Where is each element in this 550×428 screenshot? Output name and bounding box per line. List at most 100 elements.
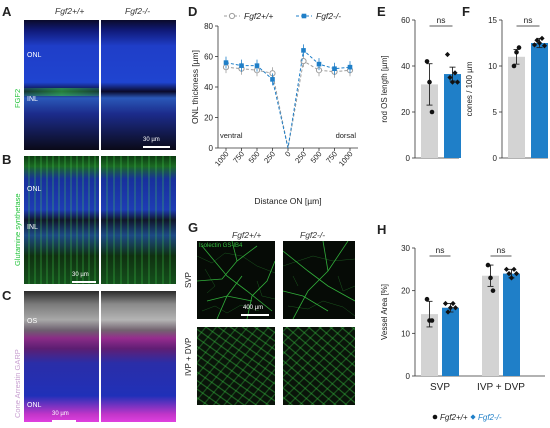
layer-label-inl-b: INL	[27, 224, 38, 231]
category-label: SVP	[430, 382, 450, 393]
data-point	[270, 77, 275, 82]
data-point	[239, 63, 244, 68]
y-axis-label: rod OS length [µm]	[380, 55, 389, 122]
panel-letter-d: D	[188, 4, 198, 19]
scale-bar-g	[241, 314, 269, 316]
replicate-point	[424, 296, 430, 302]
bar	[508, 56, 525, 158]
replicate-point	[454, 79, 461, 85]
x-tick-label: 250	[262, 150, 277, 165]
x-tick-label: 500	[309, 150, 324, 165]
replicate-point	[536, 40, 543, 46]
replicate-point	[450, 300, 456, 307]
deep-plexus-mesh	[283, 327, 355, 405]
data-point	[316, 61, 322, 67]
bar	[421, 314, 438, 376]
chart-f: 0 5 10 15 cones / 100 µm ns	[465, 15, 548, 163]
y-tick-label: 30	[401, 244, 410, 253]
replicate-point	[452, 70, 458, 76]
row-label-svp: SVP	[184, 271, 193, 288]
replicate-point	[511, 63, 517, 69]
replicate-point	[447, 305, 454, 311]
x-tick-label: 250	[293, 150, 308, 165]
panel-letter-g: G	[188, 220, 199, 235]
micrograph-a-wt	[24, 20, 99, 150]
y-tick-label: 60	[204, 53, 213, 62]
data-point	[301, 48, 306, 53]
layer-label-onl-b: ONL	[27, 186, 42, 193]
replicate-point	[452, 305, 459, 311]
replicate-point	[531, 42, 538, 48]
x-tick-label: 1000	[213, 150, 231, 169]
replicate-point	[541, 43, 548, 49]
vessel-network	[283, 241, 355, 319]
bar	[442, 307, 459, 376]
layer-label-os-c: OS	[27, 318, 38, 325]
genotype-label-ko-g: Fgf2-/-	[300, 230, 326, 240]
scale-bar-text-c: 30 µm	[52, 411, 69, 417]
y-tick-label: 10	[488, 62, 497, 71]
flatmount-deep-ko	[283, 327, 355, 405]
legend-label-wt: Fgf2+/+	[440, 413, 468, 422]
category-label: IVP + DVP	[477, 382, 525, 393]
y-axis-label: cones / 100 µm	[465, 61, 474, 116]
legend-label-ko: Fgf2-/-	[478, 413, 502, 422]
replicate-point	[534, 37, 540, 43]
legend-marker-ko	[470, 414, 476, 420]
replicate-point	[449, 79, 456, 85]
legend-marker-wt	[432, 414, 438, 420]
replicate-point	[485, 262, 491, 268]
data-point	[347, 64, 353, 70]
stain-label-isolectin: Isolectin GS-IB4	[199, 243, 243, 249]
bar	[503, 273, 520, 376]
panel-letter-h: H	[377, 222, 387, 237]
data-point	[332, 66, 337, 71]
flatmount-deep-wt	[197, 327, 275, 405]
flatmount-svp-wt: Isolectin GS-IB4 400 µm	[197, 241, 275, 319]
x-axis-label: Distance ON [µm]	[254, 196, 321, 206]
replicate-point	[424, 59, 430, 64]
y-tick-label: 40	[204, 83, 213, 92]
scale-bar-c	[52, 420, 76, 422]
scale-bar-text-a: 30 µm	[143, 137, 160, 143]
replicate-point	[488, 275, 493, 281]
y-tick-label: 20	[204, 114, 213, 123]
y-tick-label: 15	[488, 16, 497, 25]
panel-letter-f: F	[462, 4, 470, 19]
panel-letter-e: E	[377, 4, 386, 19]
series-line	[225, 60, 351, 149]
y-tick-label: 5	[493, 108, 498, 117]
replicate-point	[442, 300, 449, 307]
region-label-ventral: ventral	[220, 131, 243, 140]
replicate-point	[447, 74, 453, 81]
replicate-point	[444, 51, 451, 58]
micrograph-b-wt	[24, 156, 99, 284]
stain-label-fgf2: FGF2	[13, 88, 22, 108]
panel-letter-b: B	[2, 152, 12, 167]
muller-fibers	[24, 156, 99, 284]
replicate-point	[427, 79, 432, 85]
genotype-label-wt: Fgf2+/+	[55, 6, 85, 16]
replicate-point	[429, 318, 435, 323]
micrograph-a-ko	[101, 20, 176, 150]
y-tick-label: 40	[401, 62, 410, 71]
replicate-point	[429, 109, 435, 115]
y-tick-label: 0	[406, 154, 411, 163]
replicate-point	[490, 288, 496, 293]
layer-label-inl-a: INL	[27, 96, 38, 103]
row-label-ivp-dvp: IVP + DVP	[184, 337, 193, 376]
replicate-point	[514, 49, 519, 55]
legend-label-wt: Fgf2+/+	[244, 11, 273, 21]
bar	[482, 275, 499, 376]
data-point	[223, 60, 229, 65]
bar	[531, 43, 548, 158]
y-axis-label: Vessel Area [%]	[380, 284, 389, 340]
scale-bar-text-b: 30 µm	[72, 272, 89, 278]
legend-marker-ko	[301, 13, 307, 19]
micrograph-c-ko	[101, 291, 176, 422]
replicate-point	[445, 309, 451, 315]
layer-label-onl-a: ONL	[27, 52, 42, 59]
genotype-label-ko: Fgf2-/-	[125, 6, 151, 16]
flatmount-svp-ko	[283, 241, 355, 319]
